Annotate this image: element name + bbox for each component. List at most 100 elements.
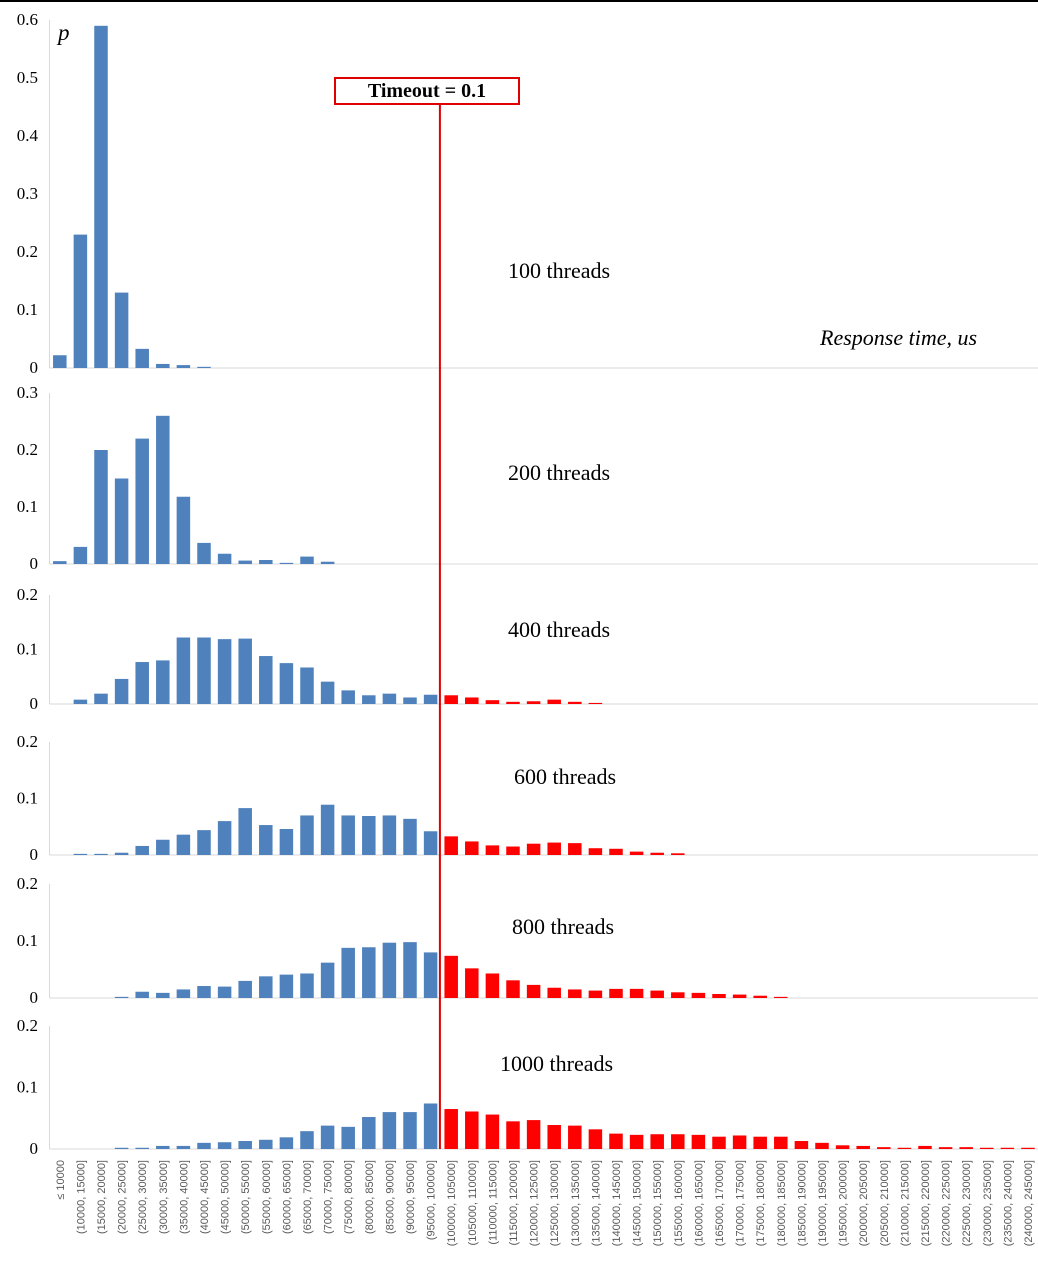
bar	[238, 560, 252, 564]
x-tick-label: (215000, 220000]	[920, 1160, 932, 1246]
bar	[94, 853, 108, 855]
bar	[279, 829, 294, 855]
x-tick-label: (185000, 190000]	[796, 1160, 808, 1246]
bar	[609, 988, 623, 998]
x-tick-label: (180000, 185000]	[776, 1160, 788, 1246]
y-tick-label: 0.1	[17, 497, 38, 516]
bar	[465, 697, 479, 704]
bar	[114, 996, 129, 998]
bar	[547, 1125, 561, 1149]
bar	[403, 1112, 417, 1149]
y-tick-label: 0	[30, 988, 39, 1007]
y-axis-label: p	[58, 20, 70, 45]
bar	[341, 947, 355, 998]
y-tick-label: 0.3	[17, 184, 38, 203]
bar	[341, 1126, 355, 1149]
bar	[176, 365, 191, 368]
x-tick-label: (155000, 160000]	[673, 1160, 685, 1246]
y-tick-label: 0	[30, 554, 39, 573]
bar	[650, 852, 664, 855]
x-tick-label: (165000, 170000]	[714, 1160, 726, 1246]
y-tick-label: 0.1	[17, 1078, 38, 1097]
bar	[629, 851, 644, 855]
bar	[73, 546, 88, 564]
bar	[568, 701, 582, 704]
bar	[526, 843, 541, 855]
bar	[341, 690, 355, 704]
bar	[629, 988, 644, 998]
y-tick-label: 0	[30, 694, 39, 713]
bar	[197, 542, 211, 564]
bar	[526, 984, 541, 998]
x-tick-label: (115000, 120000]	[508, 1160, 520, 1245]
bar	[135, 662, 149, 704]
bar	[238, 1141, 252, 1149]
bar	[423, 952, 438, 998]
x-tick-label: (65000, 70000]	[302, 1160, 314, 1234]
bar	[300, 1131, 314, 1149]
x-tick-label: (190000, 195000]	[817, 1160, 829, 1246]
bar	[547, 699, 561, 704]
bar	[485, 1114, 500, 1149]
bar	[217, 986, 232, 998]
bar	[135, 991, 149, 998]
x-tick-label: (110000, 115000]	[487, 1160, 499, 1245]
bar	[588, 848, 603, 855]
bar	[423, 1103, 438, 1149]
bar	[259, 656, 273, 704]
bar	[732, 1135, 747, 1149]
bar	[156, 992, 170, 998]
bar	[506, 846, 520, 855]
bar	[444, 695, 458, 704]
x-tick-label: (30000, 35000]	[158, 1160, 170, 1234]
x-tick-label: (35000, 40000]	[178, 1160, 190, 1234]
bar	[444, 955, 458, 998]
x-tick-label: (105000, 110000]	[467, 1160, 479, 1245]
bar	[320, 561, 335, 564]
bar	[238, 980, 252, 998]
bar	[156, 415, 170, 564]
y-tick-label: 0.6	[17, 10, 38, 29]
bar	[1000, 1147, 1015, 1149]
bar	[217, 821, 232, 855]
bar	[650, 990, 664, 998]
x-tick-label: (140000, 145000]	[611, 1160, 623, 1246]
y-tick-label: 0.1	[17, 300, 38, 319]
y-tick-label: 0.2	[17, 585, 38, 604]
y-tick-label: 0.1	[17, 640, 38, 659]
bar	[732, 994, 747, 998]
bar	[568, 1125, 582, 1149]
bar	[526, 701, 541, 704]
bar	[135, 845, 149, 855]
bar	[197, 366, 211, 368]
x-tick-label: (80000, 85000]	[364, 1160, 376, 1234]
bar	[609, 1133, 623, 1149]
x-tick-label: (225000, 230000]	[961, 1160, 973, 1246]
bar	[403, 942, 417, 998]
x-tick-label: (230000, 235000]	[982, 1160, 994, 1246]
bar	[588, 702, 603, 704]
y-tick-label: 0.1	[17, 931, 38, 950]
x-tick-label: (240000, 245000]	[1023, 1160, 1035, 1246]
x-tick-label: (210000, 215000]	[899, 1160, 911, 1246]
x-tick-label: (125000, 130000]	[549, 1160, 561, 1246]
bar	[279, 663, 294, 704]
bar	[197, 986, 211, 998]
y-tick-label: 0.2	[17, 732, 38, 751]
bar	[403, 697, 417, 704]
x-tick-label: (55000, 60000]	[261, 1160, 273, 1234]
bar	[835, 1145, 850, 1149]
bar	[856, 1145, 870, 1149]
bar	[300, 556, 314, 564]
bar	[588, 1129, 603, 1149]
bar	[712, 1136, 726, 1149]
bar	[94, 693, 108, 704]
bar	[691, 1134, 706, 1149]
bar	[238, 638, 252, 704]
bar	[382, 1112, 397, 1149]
panel-label-100: 100 threads	[508, 258, 611, 283]
x-tick-label: (135000, 140000]	[590, 1160, 602, 1246]
x-tick-label: (90000, 95000]	[405, 1160, 417, 1234]
bar	[197, 637, 211, 704]
y-tick-label: 0.2	[17, 440, 38, 459]
